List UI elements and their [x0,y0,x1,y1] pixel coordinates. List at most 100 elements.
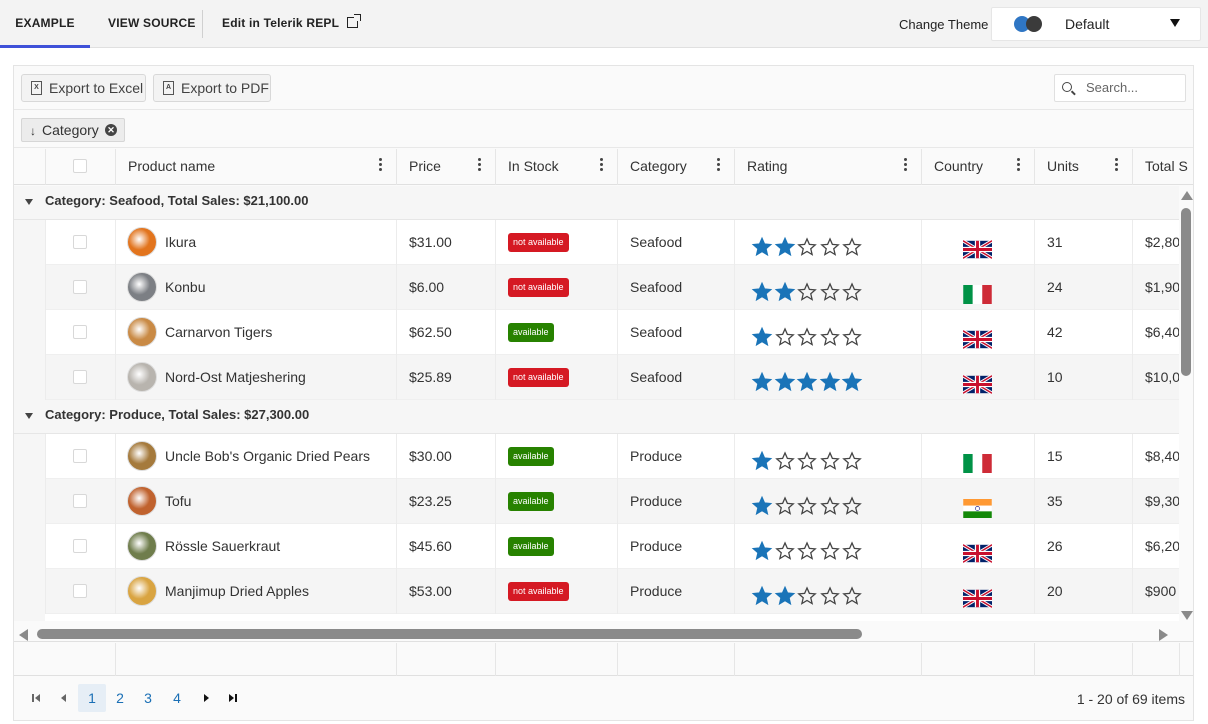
star-empty-icon[interactable] [774,535,797,560]
rating-stars[interactable] [751,535,864,561]
vertical-scroll-thumb[interactable] [1181,208,1191,376]
scroll-left-arrow-icon[interactable] [19,629,28,641]
first-page-icon[interactable] [32,693,42,703]
star-empty-icon[interactable] [796,445,819,470]
scroll-up-arrow-icon[interactable] [1181,191,1193,200]
star-empty-icon[interactable] [841,535,864,560]
star-filled-icon[interactable] [751,445,774,471]
star-filled-icon[interactable] [841,366,864,392]
header-product-name[interactable]: Product name [115,149,396,185]
rating-stars[interactable] [751,231,864,257]
header-category[interactable]: Category [617,149,734,185]
tab-view-source[interactable]: VIEW SOURCE [108,16,196,30]
rating-stars[interactable] [751,580,864,606]
cell-select[interactable] [45,524,115,569]
cell-select[interactable] [45,265,115,310]
rating-stars[interactable] [751,445,864,471]
column-menu-icon[interactable] [379,158,382,172]
column-menu-icon[interactable] [600,158,603,172]
row-checkbox[interactable] [73,370,87,384]
star-empty-icon[interactable] [774,490,797,515]
star-filled-icon[interactable] [751,535,774,561]
table-row[interactable]: Carnarvon Tigers $62.50 available Seafood 42… [14,310,1179,355]
header-country[interactable]: Country [921,149,1034,185]
table-row[interactable]: Konbu $6.00 not available Seafood 24 $1,90 [14,265,1179,310]
star-empty-icon[interactable] [841,490,864,515]
star-filled-icon[interactable] [774,276,797,302]
page-button-1[interactable]: 1 [78,684,106,712]
group-header-row[interactable]: Category: Produce, Total Sales: $27,300.… [14,400,1179,434]
star-empty-icon[interactable] [819,535,842,560]
rating-stars[interactable] [751,321,864,347]
vertical-scrollbar[interactable] [1179,186,1193,621]
remove-group-icon[interactable]: ✕ [105,124,117,136]
cell-select[interactable] [45,434,115,479]
cell-select[interactable] [45,355,115,400]
star-filled-icon[interactable] [751,276,774,302]
page-button-2[interactable]: 2 [116,690,124,706]
rating-stars[interactable] [751,276,864,302]
star-empty-icon[interactable] [819,231,842,256]
table-row[interactable]: Tofu $23.25 available Produce 35 $9,30 [14,479,1179,524]
theme-dropdown[interactable]: Default [991,7,1201,41]
star-empty-icon[interactable] [774,445,797,470]
header-select-all[interactable] [45,149,115,185]
star-empty-icon[interactable] [774,321,797,346]
star-empty-icon[interactable] [841,321,864,346]
column-menu-icon[interactable] [904,158,907,172]
horizontal-scroll-thumb[interactable] [37,629,862,639]
group-chip-category[interactable]: ↓ Category ✕ [21,118,125,142]
cell-select[interactable] [45,569,115,614]
row-checkbox[interactable] [73,325,87,339]
star-empty-icon[interactable] [796,321,819,346]
star-filled-icon[interactable] [774,231,797,257]
column-menu-icon[interactable] [1115,158,1118,172]
star-empty-icon[interactable] [819,321,842,346]
header-units[interactable]: Units [1034,149,1132,185]
row-checkbox[interactable] [73,494,87,508]
column-menu-icon[interactable] [1017,158,1020,172]
tab-edit-in-repl[interactable]: Edit in Telerik REPL [222,0,362,48]
collapse-group-icon[interactable] [25,413,33,419]
scroll-down-arrow-icon[interactable] [1181,611,1193,620]
star-empty-icon[interactable] [819,276,842,301]
star-empty-icon[interactable] [819,490,842,515]
row-checkbox[interactable] [73,235,87,249]
column-menu-icon[interactable] [717,158,720,172]
star-filled-icon[interactable] [751,580,774,606]
star-filled-icon[interactable] [774,580,797,606]
tab-example[interactable]: EXAMPLE [0,0,90,48]
page-button-4[interactable]: 4 [173,690,181,706]
star-empty-icon[interactable] [796,535,819,560]
header-in-stock[interactable]: In Stock [495,149,617,185]
star-filled-icon[interactable] [796,366,819,392]
cell-select[interactable] [45,310,115,355]
star-empty-icon[interactable] [841,445,864,470]
star-empty-icon[interactable] [841,276,864,301]
table-row[interactable] [14,614,1179,621]
star-empty-icon[interactable] [841,231,864,256]
table-row[interactable]: Rössle Sauerkraut $45.60 available Produce 2… [14,524,1179,569]
search-input[interactable]: Search... [1054,74,1186,102]
table-row[interactable]: Ikura $31.00 not available Seafood 31 $2,80 [14,220,1179,265]
star-empty-icon[interactable] [796,490,819,515]
table-row[interactable]: Uncle Bob's Organic Dried Pears $30.00 ava… [14,434,1179,479]
table-row[interactable]: Manjimup Dried Apples $53.00 not available… [14,569,1179,614]
star-filled-icon[interactable] [751,231,774,257]
horizontal-scrollbar[interactable] [14,626,1193,642]
rating-stars[interactable] [751,366,864,392]
star-filled-icon[interactable] [751,321,774,347]
header-total-sales[interactable]: Total S [1132,149,1193,185]
group-header-row[interactable]: Category: Seafood, Total Sales: $21,100.… [14,186,1179,220]
select-all-checkbox[interactable] [73,159,87,173]
star-empty-icon[interactable] [796,231,819,256]
star-empty-icon[interactable] [796,276,819,301]
row-checkbox[interactable] [73,584,87,598]
rating-stars[interactable] [751,490,864,516]
header-price[interactable]: Price [396,149,495,185]
row-checkbox[interactable] [73,449,87,463]
last-page-icon[interactable] [229,693,239,703]
previous-page-icon[interactable] [59,693,69,703]
star-filled-icon[interactable] [819,366,842,392]
star-empty-icon[interactable] [796,580,819,605]
